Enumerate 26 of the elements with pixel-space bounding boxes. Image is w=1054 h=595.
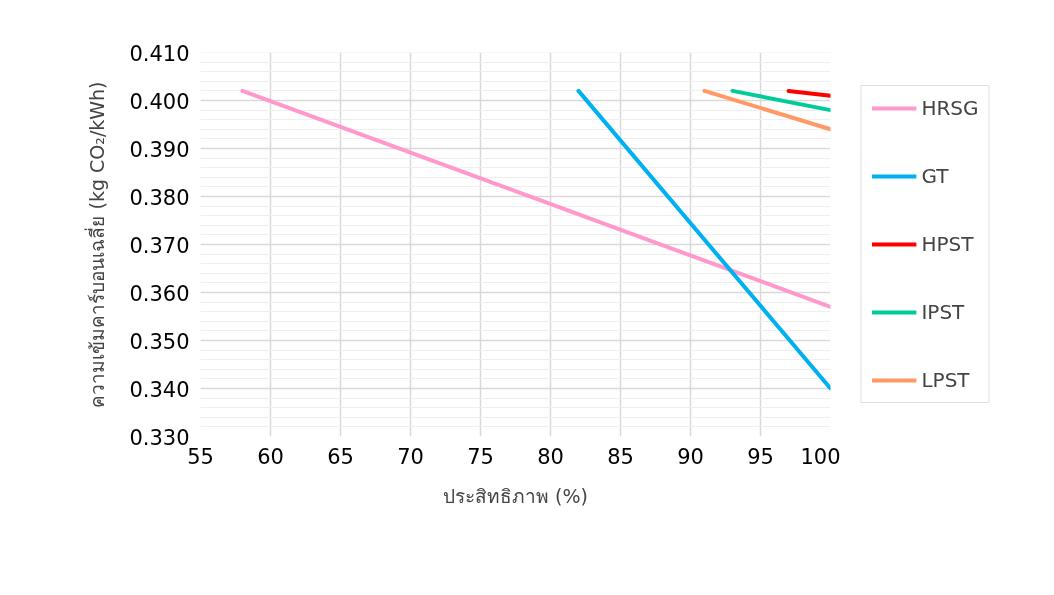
x-tick-label: 60 <box>257 444 284 469</box>
legend-label: HPST <box>921 232 974 256</box>
y-axis-title: ความเข้มคาร์บอนเฉลี่ย (kg CO₂/kWh) <box>84 81 109 408</box>
x-tick-label: 85 <box>607 444 634 469</box>
y-tick-label: 0.360 <box>129 281 190 306</box>
y-tick-label: 0.350 <box>129 329 190 354</box>
x-tick-label: 75 <box>467 444 494 469</box>
x-tick-label: 65 <box>327 444 354 469</box>
x-tick-label: 90 <box>677 444 704 469</box>
y-tick-label: 0.390 <box>129 137 190 162</box>
x-tick-label: 70 <box>397 444 424 469</box>
legend-label: LPST <box>921 368 970 392</box>
y-tick-label: 0.330 <box>129 425 190 450</box>
x-tick-label: 95 <box>747 444 774 469</box>
y-tick-label: 0.340 <box>129 377 190 402</box>
legend-label: IPST <box>921 300 965 324</box>
x-tick-label: 80 <box>537 444 564 469</box>
legend-label: GT <box>921 164 949 188</box>
y-tick-label: 0.400 <box>129 89 190 114</box>
x-tick-label: 55 <box>187 444 214 469</box>
legend-label: HRSG <box>921 96 979 120</box>
y-tick-label: 0.410 <box>129 41 190 66</box>
y-tick-label: 0.380 <box>129 185 190 210</box>
x-tick-label: 100 <box>800 444 841 469</box>
y-tick-label: 0.370 <box>129 233 190 258</box>
x-axis-title: ประสิทธิภาพ (%) <box>443 484 588 507</box>
